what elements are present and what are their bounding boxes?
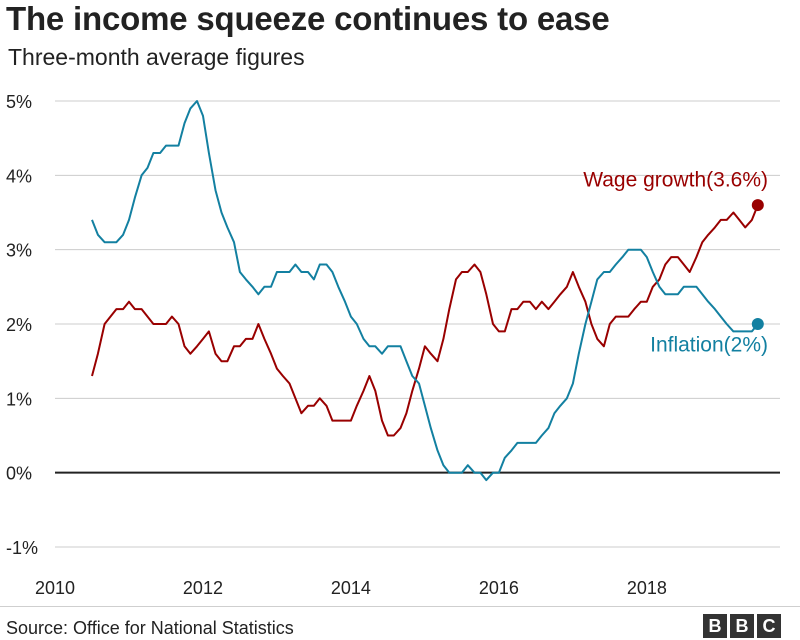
source-note: Source: Office for National Statistics xyxy=(6,618,294,638)
bbc-logo: B B C xyxy=(703,614,781,638)
logo-letter-b2: B xyxy=(730,614,754,638)
y-tick-label: 0% xyxy=(6,464,32,484)
logo-letter-c: C xyxy=(757,614,781,638)
x-tick-label: 2014 xyxy=(331,578,371,598)
chart-title: The income squeeze continues to ease xyxy=(6,0,610,37)
logo-letter-b1: B xyxy=(703,614,727,638)
inflation-line xyxy=(91,100,759,482)
x-tick-label: 2010 xyxy=(35,578,75,598)
x-tick-label: 2012 xyxy=(183,578,223,598)
inflation-end-point xyxy=(751,318,764,330)
x-tick-label: 2018 xyxy=(627,578,667,598)
y-tick-label: -1% xyxy=(6,538,38,558)
y-tick-label: 5% xyxy=(6,92,32,112)
wage-growth-label: Wage growth(3.6%) xyxy=(583,168,768,191)
y-tick-label: 2% xyxy=(6,315,32,335)
y-tick-label: 3% xyxy=(6,241,32,261)
y-tick-label: 4% xyxy=(6,166,32,186)
y-tick-label: 1% xyxy=(6,389,32,409)
chart-subtitle: Three-month average figures xyxy=(8,44,305,70)
footer-divider xyxy=(0,606,800,607)
x-tick-label: 2016 xyxy=(479,578,519,598)
wage-growth-end-point xyxy=(751,199,764,212)
line-chart: 5% 4% 3% 2% 1% 0% -1% 2010 2012 2014 2016 2018 Wage … xyxy=(6,92,780,598)
wage-growth-line xyxy=(91,204,759,437)
inflation-label: Inflation(2%) xyxy=(650,333,768,356)
